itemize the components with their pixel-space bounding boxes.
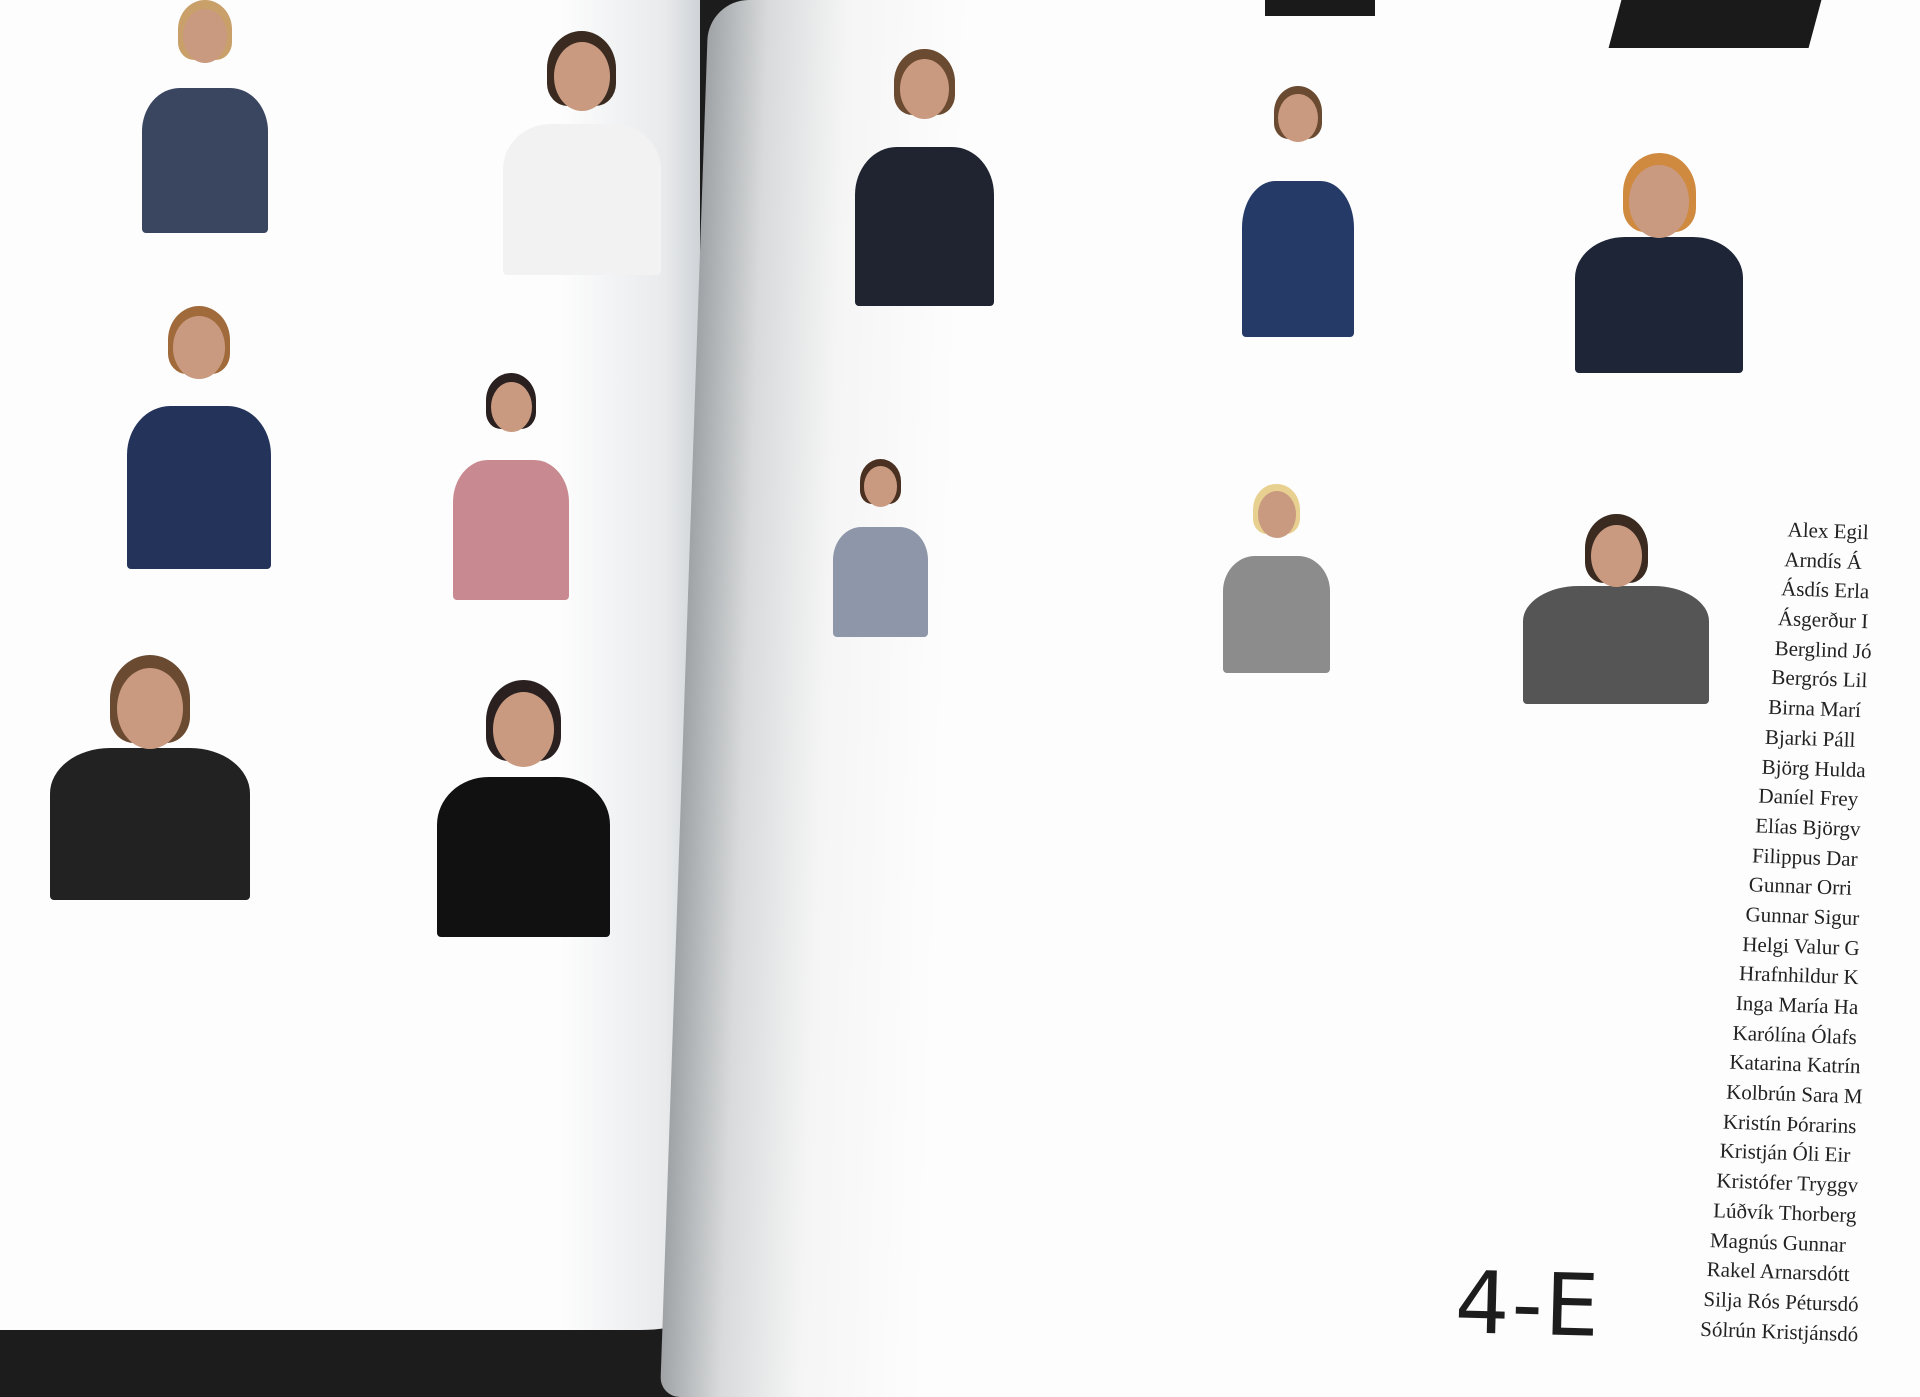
class-label: 4-E (1453, 1253, 1603, 1357)
photo (122, 0, 287, 233)
torso (1575, 236, 1743, 374)
torso (453, 459, 570, 600)
photo (818, 459, 943, 637)
photo (18, 655, 281, 900)
photo (410, 679, 637, 937)
torso (49, 748, 251, 900)
torso (142, 88, 268, 233)
face (492, 691, 555, 767)
face (863, 465, 898, 508)
photo (833, 48, 1017, 307)
face (116, 668, 184, 750)
face (490, 381, 532, 433)
face (1590, 524, 1642, 588)
torso (1242, 181, 1354, 337)
photo (1206, 483, 1347, 674)
face (1257, 491, 1296, 538)
face (553, 41, 610, 111)
torso (502, 123, 661, 276)
face (1629, 164, 1689, 238)
photo (435, 373, 588, 600)
photo (1494, 514, 1739, 705)
student-name: Alex Egil (1787, 517, 1870, 545)
photo (104, 306, 294, 570)
torso (832, 526, 928, 637)
photo (1225, 85, 1372, 337)
dark-object (1265, 0, 1375, 16)
face (173, 316, 225, 379)
face (899, 58, 950, 120)
name-list: Alex Egil Arndís Á Ásdís Erla Ásgerður I Ber… (1691, 515, 1920, 1353)
face (1278, 93, 1318, 143)
torso (437, 777, 610, 937)
photo (1549, 153, 1769, 374)
torso (126, 406, 272, 570)
photo (478, 30, 686, 276)
face (182, 8, 228, 64)
torso (1223, 555, 1331, 674)
dark-object (1608, 0, 1822, 48)
torso (1523, 586, 1710, 705)
torso (854, 146, 995, 307)
